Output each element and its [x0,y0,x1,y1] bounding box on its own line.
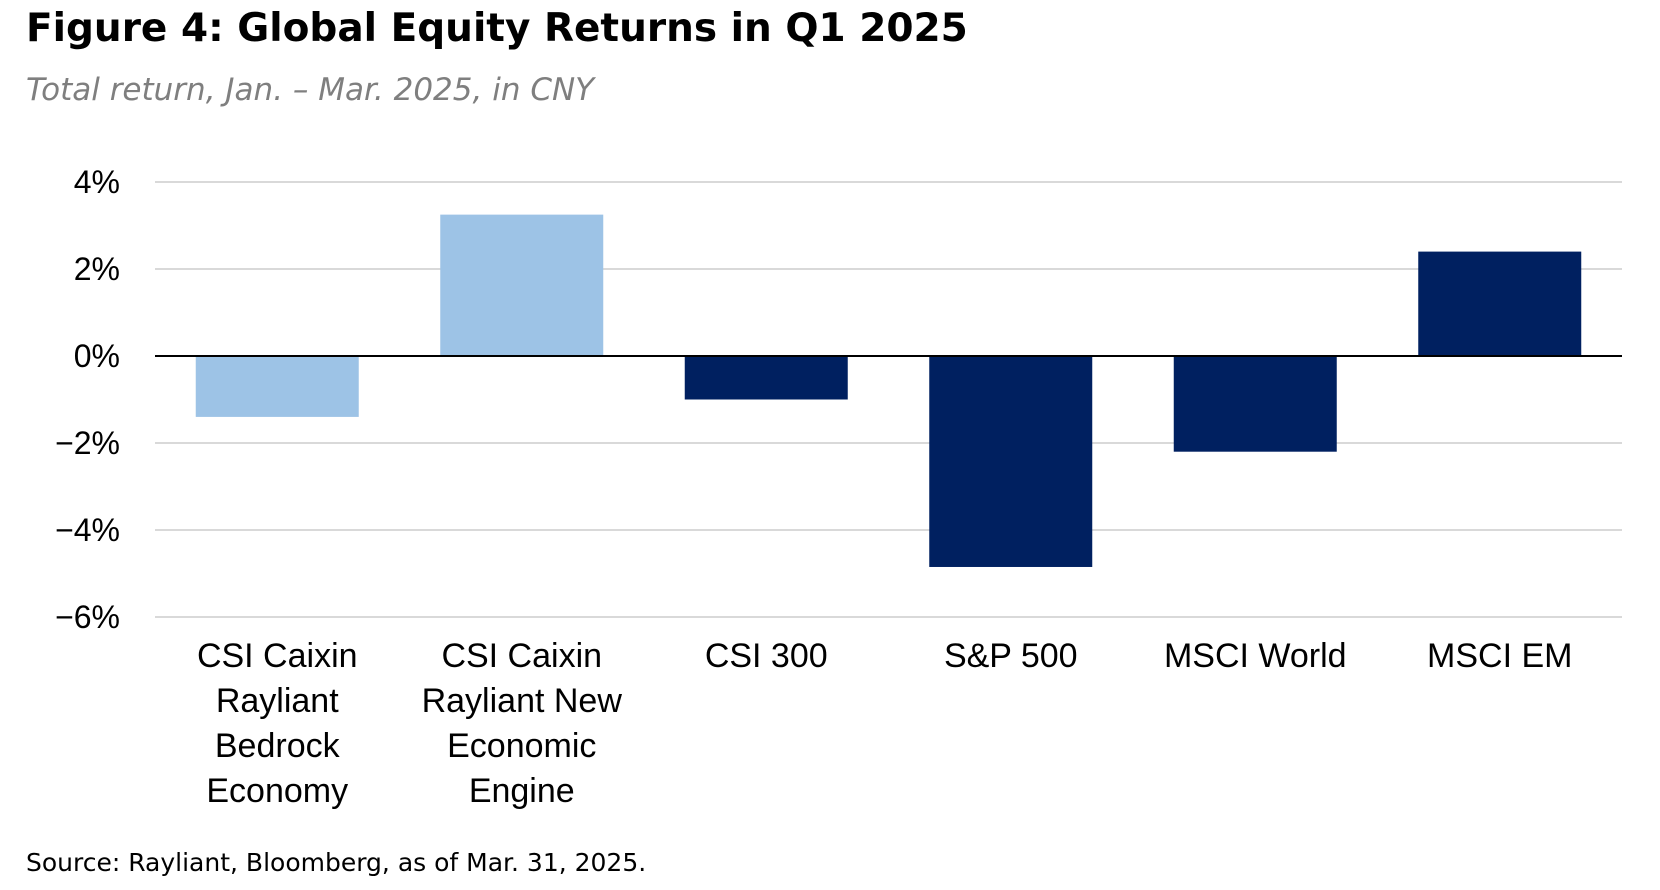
bar [440,214,604,356]
x-category-label: CSI Caixin Rayliant Bedrock Economy [197,637,358,810]
x-category-label-line: CSI 300 [705,637,828,675]
x-category-label-line: Rayliant New [422,682,623,720]
bar [195,356,359,417]
bar [1173,356,1337,452]
gridlines [155,181,1622,618]
y-tick-label: −6% [55,599,120,635]
x-category-label: MSCI EM [1427,637,1572,675]
y-tick-label: 0% [74,338,120,374]
source-note: Source: Rayliant, Bloomberg, as of Mar. … [26,848,647,877]
y-tick-label: −2% [55,425,120,461]
y-tick-label: 2% [74,251,120,287]
x-category-label-line: CSI Caixin [441,637,602,675]
x-category-label: S&P 500 [944,637,1078,675]
x-category-label-line: MSCI EM [1427,637,1572,675]
bar [1418,251,1582,356]
x-category-label-line: Economic [447,727,596,765]
bars [195,214,1582,567]
x-category-label-line: Bedrock [215,727,341,765]
bar [929,356,1093,567]
x-category-label-line: S&P 500 [944,637,1078,675]
x-category-label-line: Economy [206,772,348,810]
x-category-label: CSI Caixin Rayliant New Economic Engine [422,637,623,810]
chart-subtitle: Total return, Jan. – Mar. 2025, in CNY [26,72,595,108]
x-category-label: MSCI World [1164,637,1347,675]
x-category-label-line: Rayliant [216,682,339,720]
x-category-label-line: CSI Caixin [197,637,358,675]
y-axis-ticks: 4% 2% 0% −2% −4% −6% [55,164,120,635]
y-tick-label: 4% [74,164,120,200]
y-tick-label: −4% [55,512,120,548]
x-category-label-line: MSCI World [1164,637,1347,675]
x-category-label-line: Engine [469,772,575,810]
chart-title: Figure 4: Global Equity Returns in Q1 20… [26,6,968,51]
x-category-label: CSI 300 [705,637,828,675]
bar [684,356,848,400]
